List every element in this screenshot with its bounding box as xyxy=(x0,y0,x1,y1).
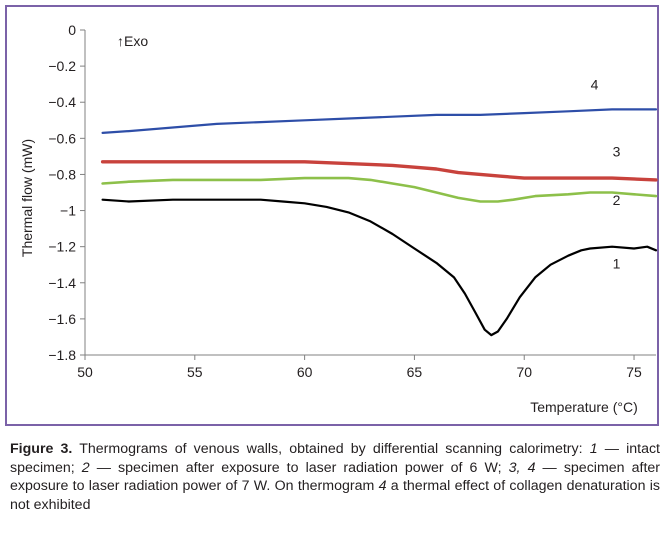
caption-curve-number: 3, 4 xyxy=(508,459,536,476)
y-tick-label: 0 xyxy=(68,22,76,38)
caption-curve-number: 2 xyxy=(81,459,90,476)
caption-text: a thermal effect of collagen denaturatio… xyxy=(10,478,660,513)
caption-text: — specimen after exposure to laser radia… xyxy=(89,459,509,476)
series-layer: 1 2 3 4 xyxy=(100,77,658,337)
x-axis-label: Temperature (°C) xyxy=(530,399,638,415)
series-line-4 xyxy=(101,108,658,134)
x-tick-label: 65 xyxy=(407,364,423,380)
y-tick-label: −0.8 xyxy=(48,166,76,182)
caption-text: Thermograms of venous walls, obtained by… xyxy=(72,441,590,457)
x-tick-label: 75 xyxy=(626,364,642,380)
series-label-2: 2 xyxy=(613,192,621,208)
y-tick-label: −1.8 xyxy=(48,347,76,363)
exo-annotation: ↑Exo xyxy=(117,33,148,49)
y-tick-label: −0.4 xyxy=(48,94,76,110)
caption-curve-number: 4 xyxy=(378,478,387,495)
caption-label: Figure 3. xyxy=(10,441,73,457)
x-tick-label: 50 xyxy=(77,364,93,380)
series-label-3: 3 xyxy=(613,143,621,159)
y-tick-label: −1.6 xyxy=(48,311,76,327)
chart-axes: 0 −0.2 −0.4 −0.6 −0.8 −1 −1.2 −1.4 −1.6 −1.850 55 6… xyxy=(48,22,656,380)
series-label-4: 4 xyxy=(591,77,599,93)
series-line-2 xyxy=(101,176,658,203)
figure-caption: Figure 3. Thermograms of venous walls, o… xyxy=(10,440,660,514)
x-tick-label: 55 xyxy=(187,364,203,380)
series-line-3 xyxy=(100,160,658,182)
y-tick-label: −0.6 xyxy=(48,130,76,146)
series-line-1 xyxy=(101,198,658,337)
y-tick-label: −1 xyxy=(60,203,76,219)
caption-curve-number: 1 xyxy=(589,441,598,457)
figure-frame xyxy=(5,5,659,426)
y-tick-label: −1.2 xyxy=(48,239,76,255)
y-tick-label: −0.2 xyxy=(48,58,76,74)
x-tick-label: 60 xyxy=(297,364,313,380)
y-axis-label: Thermal flow (mW) xyxy=(19,139,35,257)
series-label-1: 1 xyxy=(613,255,621,271)
caption-text: — specimen after exposure to laser radia… xyxy=(10,459,661,495)
y-tick-label: −1.4 xyxy=(48,275,76,291)
x-tick-label: 70 xyxy=(516,364,532,380)
caption-text: — intact specimen; xyxy=(10,441,660,476)
thermogram-chart: 0 −0.2 −0.4 −0.6 −0.8 −1 −1.2 −1.4 −1.6 −1.850 55 6… xyxy=(19,22,658,415)
